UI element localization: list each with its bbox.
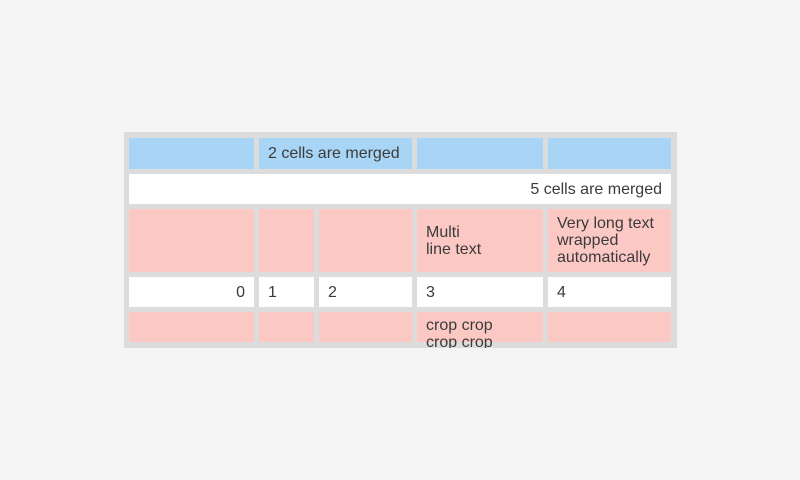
table-cell-r2c3[interactable]: Multi line text — [417, 209, 543, 272]
multiline-text-label: Multi line text — [426, 223, 482, 258]
cropped-text-label: crop crop crop crop — [426, 317, 493, 348]
merged-2-cells-label: 2 cells are merged — [268, 145, 400, 162]
wrapped-text-label: Very long text wrapped automatically — [557, 215, 654, 266]
table-cell-r4c3-cropped[interactable]: crop crop crop crop — [417, 312, 543, 348]
cell-value-2: 2 — [328, 283, 337, 301]
cell-value-1: 1 — [268, 283, 277, 301]
table-cell-r2c1[interactable] — [259, 209, 314, 272]
table-cell-r3c3[interactable]: 3 — [417, 277, 543, 307]
table-cell-r3c1[interactable]: 1 — [259, 277, 314, 307]
cell-value-3: 3 — [426, 283, 435, 301]
table-cell-r2c4[interactable]: Very long text wrapped automatically — [548, 209, 671, 272]
table-cell-r4c4[interactable] — [548, 312, 671, 342]
table-cell-r4c1[interactable] — [259, 312, 314, 342]
table-cell-r2c2[interactable] — [319, 209, 412, 272]
merged-5-cells-label: 5 cells are merged — [530, 180, 662, 198]
table-cell-r1c0-merged[interactable]: 5 cells are merged — [129, 174, 671, 204]
table-cell-r0c3[interactable] — [417, 138, 543, 169]
table[interactable]: 2 cells are merged 5 cells are merged Mu… — [124, 132, 677, 348]
table-cell-r3c0[interactable]: 0 — [129, 277, 254, 307]
table-cell-r2c0[interactable] — [129, 209, 254, 272]
table-cell-r4c0[interactable] — [129, 312, 254, 342]
table-cell-r3c2[interactable]: 2 — [319, 277, 412, 307]
cell-value-4: 4 — [557, 283, 566, 301]
table-cell-r0c4[interactable] — [548, 138, 671, 169]
table-cell-r4c2[interactable] — [319, 312, 412, 342]
table-cell-r0c1-merged[interactable]: 2 cells are merged — [259, 138, 412, 169]
table-cell-r3c4[interactable]: 4 — [548, 277, 671, 307]
table-cell-r0c0[interactable] — [129, 138, 254, 169]
cell-value-0: 0 — [236, 283, 245, 301]
